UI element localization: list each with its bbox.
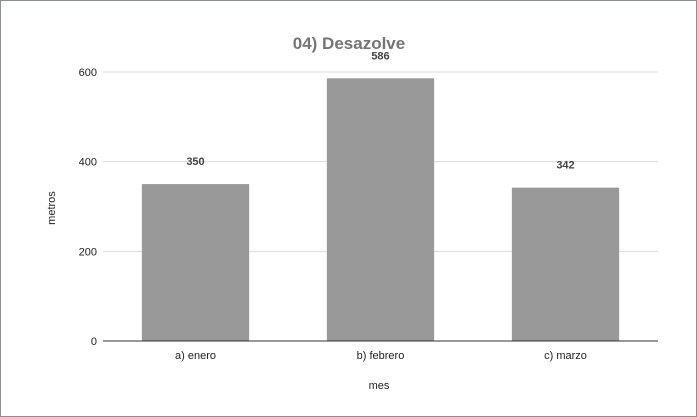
- chart-title: 04) Desazolve: [293, 34, 405, 53]
- y-axis-label: metros: [46, 191, 58, 225]
- y-tick-label: 400: [79, 157, 97, 169]
- data-label: 350: [186, 156, 204, 168]
- y-tick-label: 600: [79, 67, 97, 79]
- x-axis-label: mes: [369, 380, 390, 392]
- y-tick-label: 200: [79, 246, 97, 258]
- bars: 350 586 342: [141, 50, 620, 341]
- data-label: 342: [556, 160, 574, 172]
- data-label: 586: [371, 50, 389, 62]
- bar: [511, 187, 620, 341]
- bar: [141, 184, 250, 341]
- x-tick-label: a) enero: [175, 350, 216, 362]
- bar: [326, 78, 435, 341]
- x-tick-label: c) marzo: [544, 350, 587, 362]
- x-axis-ticks: a) enero b) febrero c) marzo: [175, 350, 587, 362]
- x-tick-label: b) febrero: [357, 350, 405, 362]
- y-tick-label: 0: [91, 336, 97, 348]
- y-axis-ticks: 0 200 400 600: [79, 67, 97, 348]
